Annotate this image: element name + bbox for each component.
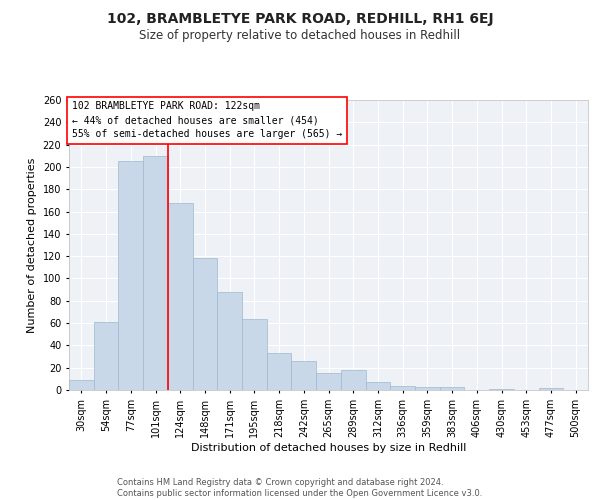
- Text: Size of property relative to detached houses in Redhill: Size of property relative to detached ho…: [139, 29, 461, 42]
- Bar: [143, 156, 168, 390]
- Bar: [365, 382, 390, 390]
- X-axis label: Distribution of detached houses by size in Redhill: Distribution of detached houses by size …: [191, 442, 466, 452]
- Bar: [242, 318, 267, 390]
- Bar: [341, 370, 365, 390]
- Bar: [94, 322, 118, 390]
- Bar: [217, 292, 242, 390]
- Y-axis label: Number of detached properties: Number of detached properties: [27, 158, 37, 332]
- Text: 102, BRAMBLETYE PARK ROAD, REDHILL, RH1 6EJ: 102, BRAMBLETYE PARK ROAD, REDHILL, RH1 …: [107, 12, 493, 26]
- Bar: [489, 389, 514, 390]
- Bar: [292, 361, 316, 390]
- Bar: [267, 353, 292, 390]
- Bar: [440, 386, 464, 390]
- Bar: [390, 386, 415, 390]
- Bar: [69, 380, 94, 390]
- Text: Contains HM Land Registry data © Crown copyright and database right 2024.
Contai: Contains HM Land Registry data © Crown c…: [118, 478, 482, 498]
- Bar: [539, 388, 563, 390]
- Bar: [118, 162, 143, 390]
- Bar: [415, 386, 440, 390]
- Bar: [316, 374, 341, 390]
- Text: 102 BRAMBLETYE PARK ROAD: 122sqm
← 44% of detached houses are smaller (454)
55% : 102 BRAMBLETYE PARK ROAD: 122sqm ← 44% o…: [71, 102, 342, 140]
- Bar: [168, 202, 193, 390]
- Bar: [193, 258, 217, 390]
